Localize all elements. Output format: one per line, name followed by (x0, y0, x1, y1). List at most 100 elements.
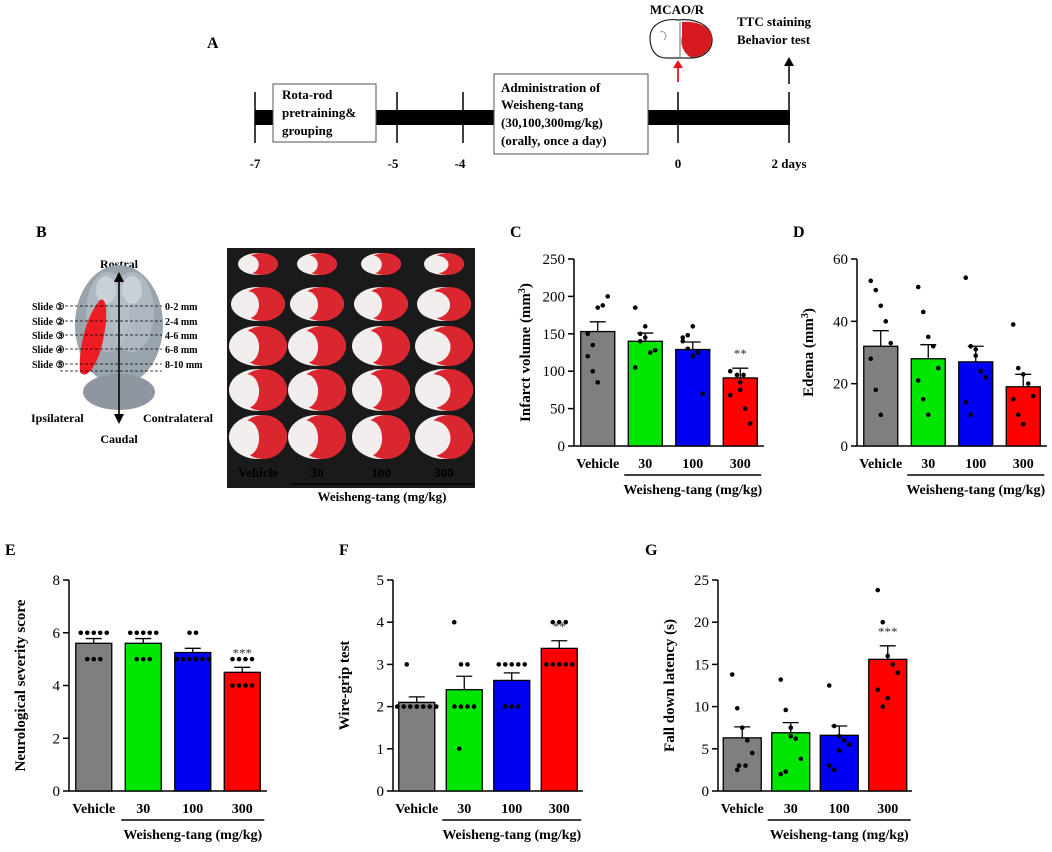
administration-line-2: Weisheng-tang (501, 97, 584, 112)
y-tick-label: 250 (543, 252, 566, 268)
data-point (420, 704, 426, 709)
data-point (826, 763, 832, 768)
x-tick-label: 100 (501, 802, 522, 817)
ttc-slice (288, 326, 346, 366)
data-point (925, 334, 931, 340)
data-point (826, 683, 832, 688)
pretraining-box (272, 83, 377, 143)
data-point (414, 704, 420, 709)
x-tick-label: 300 (232, 802, 253, 817)
data-point (685, 346, 691, 352)
bar (580, 330, 616, 447)
data-point (515, 704, 521, 709)
data-point (1030, 393, 1036, 399)
data-point (895, 670, 901, 676)
data-point (700, 391, 706, 396)
data-point (200, 656, 205, 662)
data-point (652, 347, 658, 353)
data-point (647, 350, 653, 355)
data-point (890, 662, 896, 667)
data-point (915, 378, 921, 383)
data-point (963, 400, 969, 405)
data-point (885, 695, 891, 701)
data-point (522, 662, 528, 667)
ttc-label: TTC staining (737, 14, 812, 29)
y-tick-label: 2 (53, 731, 61, 747)
data-point (737, 380, 743, 385)
photo-label-300: 300 (434, 465, 454, 480)
data-point (585, 353, 591, 359)
slide-label: Slide ④ (32, 345, 65, 356)
data-point (637, 331, 643, 337)
data-point (458, 704, 464, 709)
brain-section-icon (649, 19, 713, 59)
data-point (831, 767, 837, 773)
x-tick-label: 30 (638, 457, 652, 472)
y-tick-label: 0 (53, 784, 61, 800)
data-point (550, 619, 556, 625)
data-point (78, 630, 84, 636)
data-point (471, 704, 477, 709)
data-point (556, 662, 562, 667)
data-point (734, 767, 740, 773)
data-point (563, 619, 569, 625)
data-point (873, 387, 879, 393)
y-tick-label: 50 (550, 402, 565, 418)
data-point (230, 656, 235, 662)
ttc-slice (415, 326, 473, 366)
pretraining-line-1: Rota-rod (282, 87, 333, 102)
data-point (1020, 372, 1026, 377)
ttc-slice (231, 287, 285, 321)
ttc-slice (352, 326, 410, 366)
panel-letter-b: B (36, 224, 47, 241)
data-point (788, 733, 794, 739)
data-point (873, 287, 879, 293)
x-tick-label: 30 (457, 802, 471, 817)
data-point (888, 340, 894, 346)
x-tick-label: Vehicle (72, 802, 115, 817)
y-tick-label: 0 (377, 784, 385, 800)
data-point (550, 662, 556, 667)
x-tick-label: 100 (829, 802, 850, 817)
data-point (963, 275, 969, 281)
ttc-arrow-icon (784, 57, 794, 84)
x-tick-label: 100 (682, 457, 703, 472)
data-point (243, 656, 248, 662)
data-point (590, 342, 596, 348)
y-tick-label: 6 (53, 626, 61, 642)
data-point (84, 656, 90, 662)
tick-label-0: 0 (675, 156, 682, 171)
data-point (880, 704, 886, 709)
y-tick-label: 4 (53, 679, 61, 695)
y-tick-label: 200 (543, 289, 566, 305)
y-tick-label: 20 (833, 377, 848, 393)
data-point (920, 309, 926, 315)
data-point (97, 656, 103, 662)
y-axis-label: Infarct volume (mm3) (517, 283, 535, 422)
data-point (91, 630, 97, 636)
slide-range: 6-8 mm (165, 345, 198, 356)
ttc-photo: Vehicle 30 100 300 Weisheng-tang (mg/kg) (227, 248, 475, 504)
data-point (509, 662, 515, 667)
ttc-slice (229, 326, 287, 366)
data-point (729, 672, 735, 677)
pretraining-line-2: pretraining& (282, 105, 356, 120)
data-point (695, 350, 701, 355)
ttc-slice (229, 369, 287, 411)
panel-b: B Rostral Caudal Ipsilateral Contralater… (31, 224, 214, 446)
x-tick-label: 300 (730, 457, 751, 472)
bar (540, 647, 578, 792)
data-point (465, 662, 470, 667)
y-tick-label: 2 (377, 700, 385, 716)
panel-letter-e: E (5, 542, 16, 559)
pretraining-line-3: grouping (282, 123, 333, 138)
panel-letter-f: F (339, 542, 349, 559)
ttc-slice (352, 369, 410, 411)
y-tick-label: 8 (53, 573, 61, 589)
x-axis-label: Weisheng-tang (mg/kg) (623, 483, 762, 498)
data-point (875, 587, 881, 593)
bar (174, 651, 212, 792)
data-point (230, 683, 235, 688)
administration-line-4: (orally, once a day) (501, 133, 606, 148)
slide-range: 4-6 mm (165, 331, 198, 342)
